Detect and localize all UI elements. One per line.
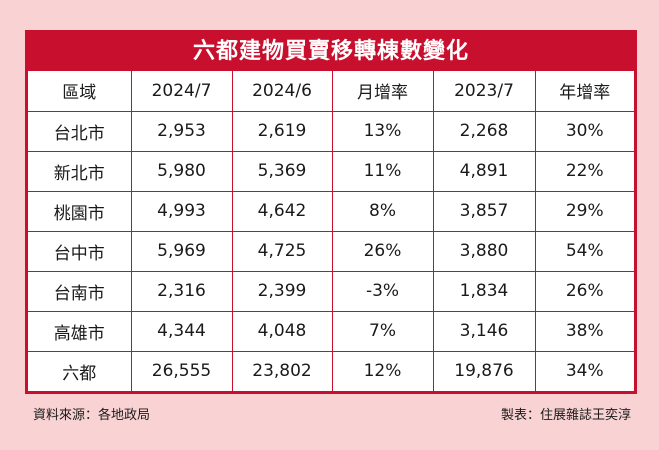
cell-region: 高雄市 (28, 310, 132, 352)
cell-yoy-rate: 34% (534, 350, 634, 391)
header-region: 區域 (28, 71, 132, 112)
cell-2024-7: 4,344 (130, 310, 233, 352)
cell-2024-6: 4,725 (231, 230, 333, 272)
table-row: 台中市 5,969 4,725 26% 3,880 54% (28, 230, 634, 272)
cell-yoy-rate: 54% (534, 230, 634, 272)
cell-mom-rate: 12% (331, 350, 434, 391)
table-row: 新北市 5,980 5,369 11% 4,891 22% (28, 150, 634, 192)
cell-region: 六都 (28, 350, 132, 391)
cell-yoy-rate: 29% (534, 190, 634, 232)
table-row: 高雄市 4,344 4,048 7% 3,146 38% (28, 310, 634, 352)
cell-mom-rate: 13% (331, 110, 434, 152)
cell-2023-7: 1,834 (432, 270, 536, 312)
cell-mom-rate: -3% (331, 270, 434, 312)
cell-2024-7: 2,316 (130, 270, 233, 312)
data-card: 六都建物買賣移轉棟數變化 區域 2024/7 2024/6 月增率 2023/7… (25, 30, 637, 394)
cell-yoy-rate: 22% (534, 150, 634, 192)
cell-mom-rate: 26% (331, 230, 434, 272)
cell-yoy-rate: 38% (534, 310, 634, 352)
header-row: 區域 2024/7 2024/6 月增率 2023/7 年增率 (28, 71, 634, 112)
cell-region: 桃園市 (28, 190, 132, 232)
cell-region: 台南市 (28, 270, 132, 312)
cell-2023-7: 4,891 (432, 150, 536, 192)
header-2024-7: 2024/7 (130, 71, 233, 112)
cell-region: 新北市 (28, 150, 132, 192)
cell-yoy-rate: 26% (534, 270, 634, 312)
table-row: 台北市 2,953 2,619 13% 2,268 30% (28, 110, 634, 152)
cell-region: 台中市 (28, 230, 132, 272)
table-row-total: 六都 26,555 23,802 12% 19,876 34% (28, 350, 634, 391)
cell-2023-7: 2,268 (432, 110, 536, 152)
cell-mom-rate: 8% (331, 190, 434, 232)
header-mom-rate: 月增率 (331, 71, 434, 112)
data-table: 區域 2024/7 2024/6 月增率 2023/7 年增率 台北市 2,95… (28, 71, 634, 391)
table-row: 台南市 2,316 2,399 -3% 1,834 26% (28, 270, 634, 312)
cell-region: 台北市 (28, 110, 132, 152)
cell-2024-6: 2,619 (231, 110, 333, 152)
table-row: 桃園市 4,993 4,642 8% 3,857 29% (28, 190, 634, 232)
cell-2024-6: 4,642 (231, 190, 333, 232)
cell-2024-6: 5,369 (231, 150, 333, 192)
cell-2024-6: 2,399 (231, 270, 333, 312)
cell-2024-7: 2,953 (130, 110, 233, 152)
header-yoy-rate: 年增率 (534, 71, 634, 112)
cell-2024-7: 5,969 (130, 230, 233, 272)
cell-2023-7: 3,146 (432, 310, 536, 352)
table-title: 六都建物買賣移轉棟數變化 (28, 33, 634, 71)
cell-2024-6: 4,048 (231, 310, 333, 352)
header-2024-6: 2024/6 (231, 71, 333, 112)
cell-yoy-rate: 30% (534, 110, 634, 152)
cell-mom-rate: 11% (331, 150, 434, 192)
cell-2023-7: 3,857 (432, 190, 536, 232)
cell-2024-6: 23,802 (231, 350, 333, 391)
cell-mom-rate: 7% (331, 310, 434, 352)
header-2023-7: 2023/7 (432, 71, 536, 112)
cell-2023-7: 19,876 (432, 350, 536, 391)
cell-2023-7: 3,880 (432, 230, 536, 272)
cell-2024-7: 26,555 (130, 350, 233, 391)
source-note: 資料來源：各地政局 (33, 408, 151, 423)
cell-2024-7: 4,993 (130, 190, 233, 232)
credit-note: 製表：住展雜誌王奕淳 (500, 408, 631, 423)
cell-2024-7: 5,980 (130, 150, 233, 192)
